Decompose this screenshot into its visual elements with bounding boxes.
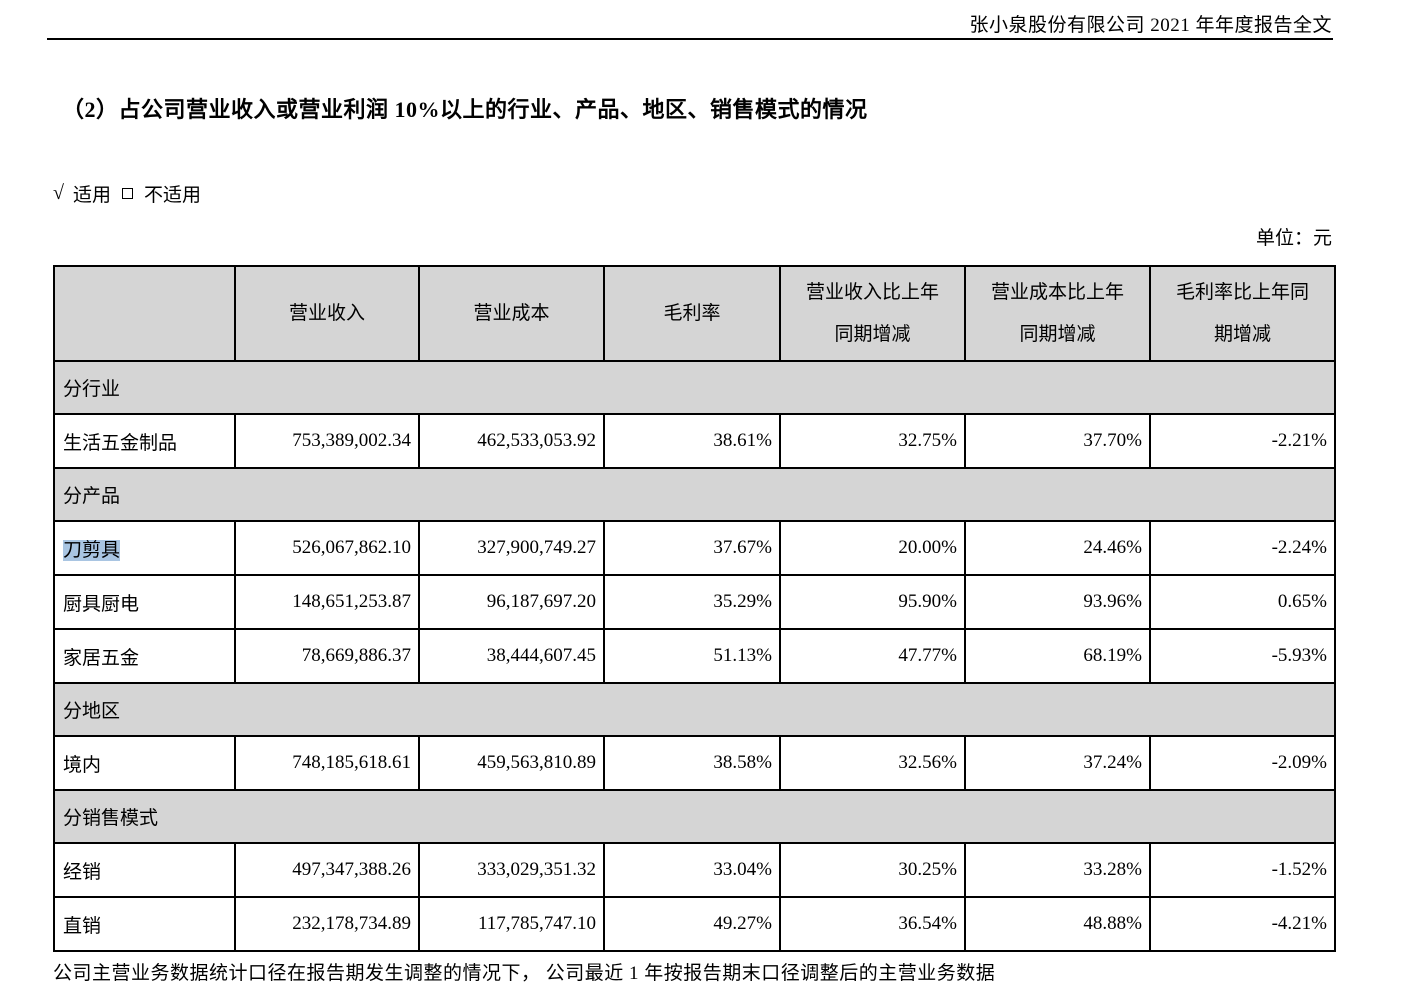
value-cell: 38,444,607.45 [418, 628, 605, 684]
row-label: 直销 [53, 896, 236, 952]
value-cell: 32.75% [779, 413, 966, 469]
header-divider [47, 38, 1333, 40]
section-label: 分地区 [53, 682, 1336, 737]
highlighted-text: 刀剪具 [63, 539, 121, 561]
value-cell: 68.19% [964, 628, 1151, 684]
footer-note: 公司主营业务数据统计口径在报告期发生调整的情况下， 公司最近 1 年按报告期末口… [53, 963, 996, 984]
value-cell: -4.21% [1149, 896, 1336, 952]
section-row: 分地区 [53, 682, 1336, 737]
value-cell: 49.27% [603, 896, 781, 952]
column-header-3: 毛利率 [603, 265, 781, 362]
not-applicable-label: 不适用 [144, 185, 202, 206]
value-cell: 117,785,747.10 [418, 896, 605, 952]
value-cell: -2.24% [1149, 520, 1336, 576]
table-header-row: 营业收入 营业成本 毛利率 营业收入比上年 同期增减 营业成本比上年 同期增减 毛利率比上… [53, 265, 1336, 362]
value-cell: 753,389,002.34 [234, 413, 420, 469]
value-cell: -5.93% [1149, 628, 1336, 684]
value-cell: 38.58% [603, 735, 781, 791]
value-cell: 38.61% [603, 413, 781, 469]
value-cell: 526,067,862.10 [234, 520, 420, 576]
value-cell: 148,651,253.87 [234, 574, 420, 630]
revenue-breakdown-table: 营业收入 营业成本 毛利率 营业收入比上年 同期增减 营业成本比上年 同期增减 毛利率比上… [53, 265, 1336, 952]
section-label: 分产品 [53, 467, 1336, 522]
value-cell: 462,533,053.92 [418, 413, 605, 469]
section-row: 分销售模式 [53, 789, 1336, 844]
value-cell: 0.65% [1149, 574, 1336, 630]
value-cell: 33.04% [603, 842, 781, 898]
table-row: 境内 748,185,618.61 459,563,810.89 38.58% 32.5… [53, 735, 1336, 791]
value-cell: 459,563,810.89 [418, 735, 605, 791]
value-cell: 35.29% [603, 574, 781, 630]
section-label: 分行业 [53, 360, 1336, 415]
column-header-6: 毛利率比上年同 期增减 [1149, 265, 1336, 362]
value-cell: 95.90% [779, 574, 966, 630]
row-label: 境内 [53, 735, 236, 791]
value-cell: 36.54% [779, 896, 966, 952]
row-label: 生活五金制品 [53, 413, 236, 469]
unit-label: 单位：元 [1255, 228, 1332, 249]
value-cell: 96,187,697.20 [418, 574, 605, 630]
row-label: 经销 [53, 842, 236, 898]
applicability-row: √ 适用 不适用 [53, 180, 201, 207]
column-header-2: 营业成本 [418, 265, 605, 362]
applicable-label: 适用 [72, 185, 111, 206]
value-cell: 748,185,618.61 [234, 735, 420, 791]
section-row: 分行业 [53, 360, 1336, 415]
value-cell: 37.24% [964, 735, 1151, 791]
column-header-4: 营业收入比上年 同期增减 [779, 265, 966, 362]
value-cell: -2.21% [1149, 413, 1336, 469]
section-row: 分产品 [53, 467, 1336, 522]
value-cell: 93.96% [964, 574, 1151, 630]
report-title: 张小泉股份有限公司 2021 年年度报告全文 [969, 15, 1332, 36]
value-cell: 232,178,734.89 [234, 896, 420, 952]
table-row: 家居五金 78,669,886.37 38,444,607.45 51.13% 47.7… [53, 628, 1336, 684]
checkbox-unchecked-icon [122, 188, 133, 199]
row-label: 家居五金 [53, 628, 236, 684]
table-row: 直销 232,178,734.89 117,785,747.10 49.27% 36.5… [53, 896, 1336, 952]
value-cell: 497,347,388.26 [234, 842, 420, 898]
column-header-5: 营业成本比上年 同期增减 [964, 265, 1151, 362]
value-cell: 20.00% [779, 520, 966, 576]
value-cell: 30.25% [779, 842, 966, 898]
table-row: 经销 497,347,388.26 333,029,351.32 33.04% 30.2… [53, 842, 1336, 898]
row-label: 厨具厨电 [53, 574, 236, 630]
value-cell: 37.70% [964, 413, 1151, 469]
value-cell: 32.56% [779, 735, 966, 791]
value-cell: -2.09% [1149, 735, 1336, 791]
value-cell: 33.28% [964, 842, 1151, 898]
table-row: 刀剪具 526,067,862.10 327,900,749.27 37.67% 20.… [53, 520, 1336, 576]
check-mark-icon: √ [53, 182, 64, 204]
value-cell: -1.52% [1149, 842, 1336, 898]
table-row: 生活五金制品 753,389,002.34 462,533,053.92 38.61%… [53, 413, 1336, 469]
value-cell: 48.88% [964, 896, 1151, 952]
value-cell: 327,900,749.27 [418, 520, 605, 576]
value-cell: 24.46% [964, 520, 1151, 576]
section-heading: （2）占公司营业收入或营业利润 10%以上的行业、产品、地区、销售模式的情况 [62, 97, 868, 122]
row-label: 刀剪具 [53, 520, 236, 576]
value-cell: 37.67% [603, 520, 781, 576]
table-row: 厨具厨电 148,651,253.87 96,187,697.20 35.29% 95.… [53, 574, 1336, 630]
value-cell: 47.77% [779, 628, 966, 684]
column-header-1: 营业收入 [234, 265, 420, 362]
value-cell: 333,029,351.32 [418, 842, 605, 898]
column-header-0 [53, 265, 236, 362]
value-cell: 78,669,886.37 [234, 628, 420, 684]
section-label: 分销售模式 [53, 789, 1336, 844]
value-cell: 51.13% [603, 628, 781, 684]
